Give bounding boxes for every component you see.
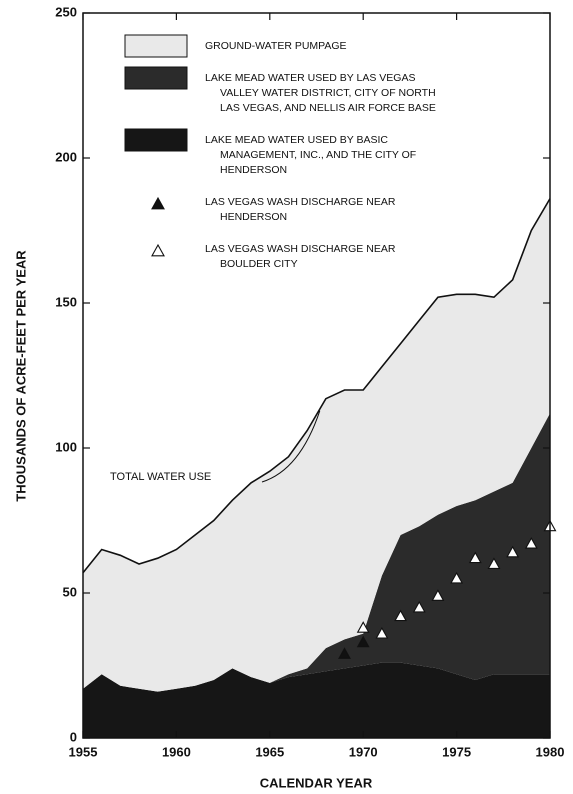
area bbox=[83, 198, 550, 692]
area bbox=[83, 662, 550, 738]
marker bbox=[356, 621, 370, 633]
marker bbox=[338, 647, 351, 659]
marker bbox=[487, 557, 501, 569]
x-tick-label: 1975 bbox=[442, 744, 471, 759]
marker bbox=[394, 609, 407, 622]
legend-marker bbox=[151, 243, 165, 257]
legend-label: LAS VEGAS WASH DISCHARGE NEAR HENDERSON bbox=[205, 196, 398, 223]
marker bbox=[450, 571, 464, 584]
y-tick-label: 0 bbox=[70, 729, 77, 744]
x-tick-label: 1965 bbox=[255, 744, 284, 759]
marker bbox=[375, 626, 389, 639]
legend-label: LAS VEGAS WASH DISCHARGE NEAR BOULDER CI… bbox=[205, 243, 398, 270]
marker bbox=[524, 537, 538, 549]
y-tick-label: 50 bbox=[63, 584, 77, 599]
annotation-leader bbox=[261, 410, 321, 483]
legend-swatch bbox=[124, 66, 188, 90]
marker bbox=[412, 600, 426, 613]
x-tick-label: 1970 bbox=[349, 744, 378, 759]
total-line bbox=[82, 198, 551, 574]
y-axis-label: THOUSANDS OF ACRE-FEET PER YEAR bbox=[13, 250, 28, 502]
marker bbox=[506, 545, 520, 558]
x-tick-label: 1960 bbox=[162, 744, 191, 759]
plot-frame bbox=[82, 12, 551, 739]
legend-label: LAKE MEAD WATER USED BY LAS VEGAS VALLEY… bbox=[205, 72, 439, 114]
area bbox=[83, 413, 550, 692]
annotation: TOTAL WATER USE bbox=[110, 471, 211, 483]
legend-label: LAKE MEAD WATER USED BY BASIC MANAGEMENT… bbox=[205, 134, 419, 176]
legend-swatch bbox=[124, 128, 188, 152]
marker bbox=[356, 635, 370, 648]
y-tick-label: 150 bbox=[55, 294, 77, 309]
y-tick-label: 200 bbox=[55, 149, 77, 164]
marker bbox=[431, 589, 445, 601]
y-tick-label: 100 bbox=[55, 439, 77, 454]
marker bbox=[468, 551, 482, 564]
legend-marker bbox=[151, 196, 165, 210]
x-axis-label: CALENDAR YEAR bbox=[260, 775, 373, 790]
legend-swatch bbox=[124, 34, 188, 58]
x-tick-label: 1980 bbox=[536, 744, 565, 759]
legend-label: GROUND-WATER PUMPAGE bbox=[205, 40, 347, 52]
y-tick-label: 250 bbox=[55, 4, 77, 19]
x-tick-label: 1955 bbox=[69, 744, 98, 759]
